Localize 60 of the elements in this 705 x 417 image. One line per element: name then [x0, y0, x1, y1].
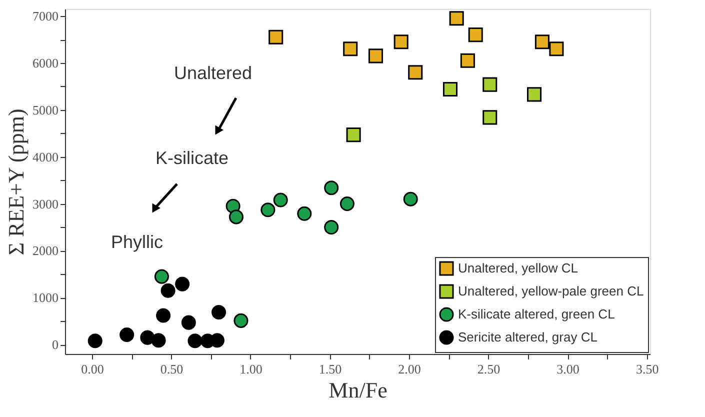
point — [534, 34, 550, 50]
legend-label: K-silicate altered, green CL — [458, 306, 615, 322]
annotation: Phyllic — [110, 232, 164, 252]
x-tick-label: 0.50 — [160, 362, 184, 376]
point — [273, 192, 288, 208]
point — [460, 53, 475, 68]
point — [343, 42, 358, 56]
x-tick-label: 2.00 — [398, 362, 421, 376]
point — [324, 220, 339, 235]
y-tick-label: 6000 — [32, 55, 58, 70]
point — [188, 334, 202, 348]
point — [442, 82, 458, 97]
legend-label: Unaltered, yellow CL — [458, 260, 578, 276]
point — [260, 202, 276, 218]
y-tick-label: 7000 — [32, 8, 58, 24]
point — [482, 110, 498, 125]
x-tick-label: 3.00 — [556, 362, 580, 376]
legend-label: Sericite altered, gray CL — [458, 330, 598, 344]
point — [408, 65, 423, 80]
x-tick-label: 1.50 — [318, 362, 342, 376]
point — [324, 180, 339, 196]
point — [88, 334, 102, 348]
point — [346, 128, 361, 142]
point — [368, 48, 383, 64]
point — [212, 304, 226, 320]
point — [403, 192, 418, 206]
point — [175, 276, 190, 292]
annotation: Unaltered — [174, 63, 252, 83]
x-tick-label: 0.00 — [81, 362, 104, 376]
point — [527, 87, 542, 102]
point — [340, 196, 354, 212]
x-axis-title: Mn/Fe — [328, 378, 388, 402]
y-tick-label: 0 — [52, 337, 58, 352]
point — [160, 283, 176, 298]
point — [234, 313, 248, 328]
point — [228, 210, 244, 224]
point — [482, 77, 498, 92]
point — [297, 206, 312, 221]
point — [181, 315, 196, 330]
x-tick-label: 2.50 — [477, 362, 500, 376]
x-tick-label: 1.00 — [240, 362, 262, 376]
x-tick-label: 3.50 — [636, 362, 659, 376]
point — [140, 330, 155, 345]
y-tick-label: 3000 — [32, 196, 58, 212]
point — [549, 42, 564, 56]
point — [120, 328, 134, 342]
point — [156, 308, 171, 323]
y-tick-label: 1000 — [32, 290, 58, 306]
y-tick-label: 5000 — [32, 102, 58, 118]
point — [151, 333, 166, 348]
y-axis-title: Σ REE+Y (ppm) — [4, 108, 28, 256]
y-tick-label: 2000 — [32, 243, 58, 258]
point — [394, 34, 408, 50]
legend-label: Unaltered, yellow-pale green CL — [458, 284, 644, 298]
y-tick-label: 4000 — [32, 149, 58, 164]
point — [154, 269, 169, 284]
annotation: K-silicate — [155, 148, 229, 168]
point — [268, 30, 284, 44]
point — [449, 11, 464, 26]
point — [468, 28, 483, 42]
